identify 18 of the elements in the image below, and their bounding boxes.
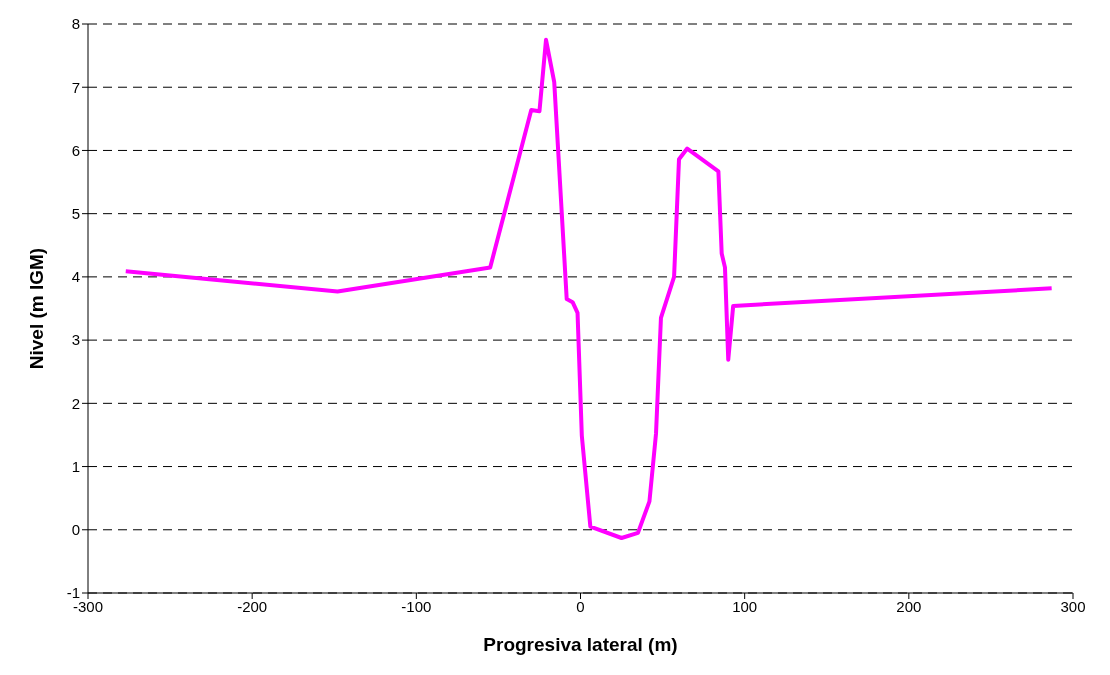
y-tick-label: 5 [71,204,80,222]
y-tick-label: 2 [71,394,80,412]
y-tick-label: 0 [71,521,80,539]
y-tick-label: 1 [71,457,80,475]
y-tick-label: 4 [71,268,80,286]
x-tick-label: 200 [896,597,922,615]
x-tick-label: 0 [576,597,585,615]
x-tick-label: -100 [401,597,432,615]
y-tick-label: 8 [71,15,80,33]
y-tick-label: 6 [71,141,80,159]
x-tick-label: 300 [1060,597,1086,615]
y-axis-title: Nivel (m IGM) [25,247,47,370]
line-series [123,37,1054,540]
x-axis-title: Progresiva lateral (m) [483,634,678,655]
x-tick-label: -200 [237,597,268,615]
y-tick-label: 3 [71,331,80,349]
y-tick-label: 7 [71,78,80,96]
x-tick-label: 100 [732,597,758,615]
